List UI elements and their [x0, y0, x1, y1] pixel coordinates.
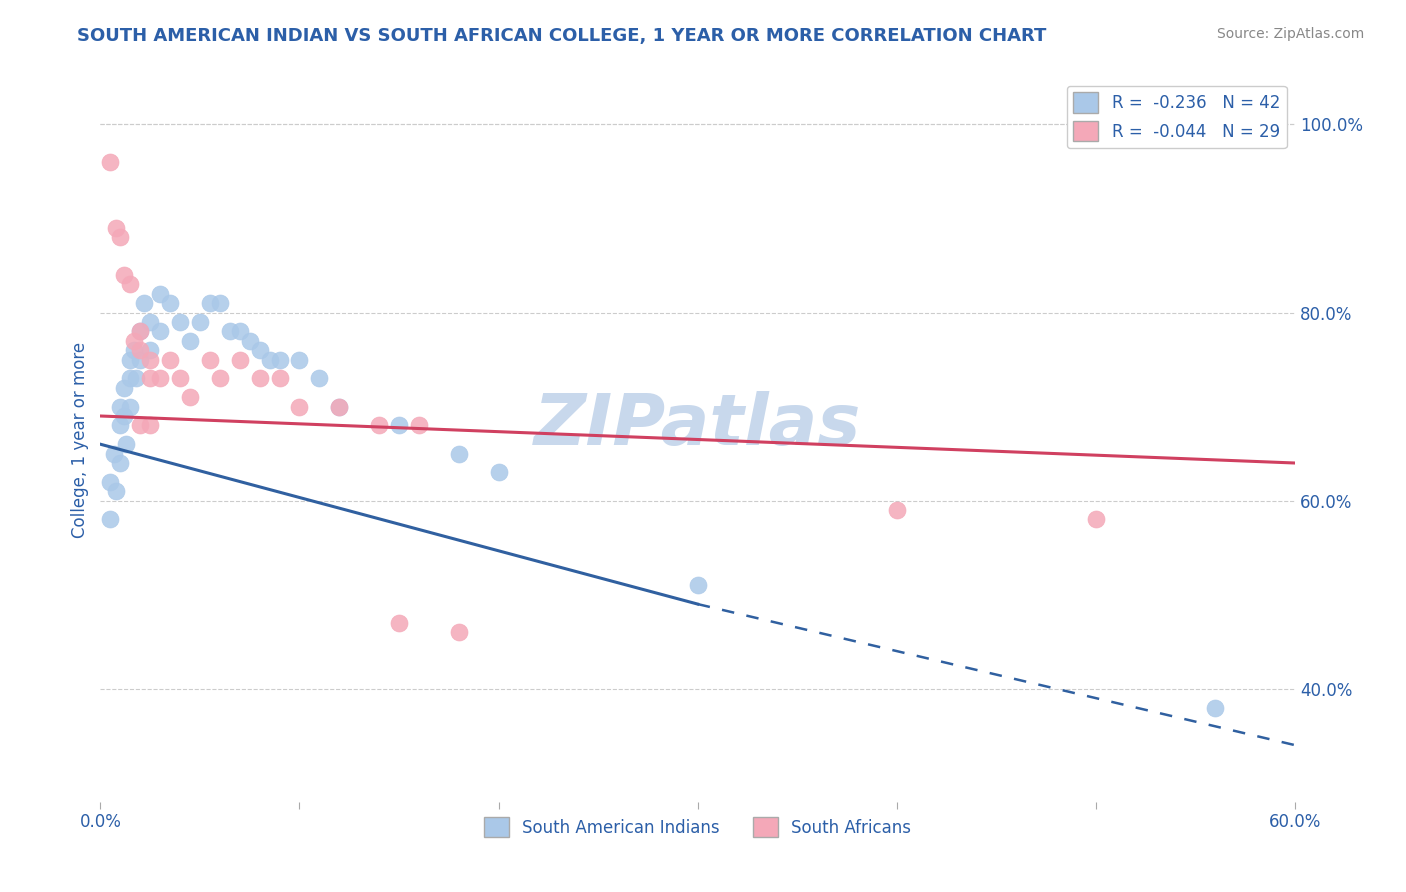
Point — [447, 447, 470, 461]
Point — [112, 409, 135, 423]
Point — [488, 466, 510, 480]
Text: SOUTH AMERICAN INDIAN VS SOUTH AFRICAN COLLEGE, 1 YEAR OR MORE CORRELATION CHART: SOUTH AMERICAN INDIAN VS SOUTH AFRICAN C… — [77, 27, 1046, 45]
Point — [115, 437, 138, 451]
Point — [139, 418, 162, 433]
Point — [328, 400, 350, 414]
Point — [229, 324, 252, 338]
Point — [134, 296, 156, 310]
Point — [179, 390, 201, 404]
Point — [198, 296, 221, 310]
Point — [288, 352, 311, 367]
Y-axis label: College, 1 year or more: College, 1 year or more — [72, 342, 89, 538]
Point — [122, 334, 145, 348]
Point — [149, 324, 172, 338]
Point — [368, 418, 391, 433]
Point — [229, 352, 252, 367]
Point — [408, 418, 430, 433]
Point — [239, 334, 262, 348]
Point — [98, 155, 121, 169]
Point — [388, 615, 411, 630]
Point — [249, 371, 271, 385]
Point — [328, 400, 350, 414]
Point — [129, 343, 152, 358]
Point — [139, 352, 162, 367]
Point — [208, 296, 231, 310]
Point — [139, 315, 162, 329]
Point — [218, 324, 240, 338]
Point — [105, 221, 128, 235]
Point — [139, 343, 162, 358]
Point — [139, 371, 162, 385]
Point — [120, 352, 142, 367]
Point — [269, 371, 291, 385]
Point — [120, 400, 142, 414]
Point — [1084, 512, 1107, 526]
Point — [259, 352, 281, 367]
Text: ZIPatlas: ZIPatlas — [534, 391, 862, 459]
Point — [110, 400, 132, 414]
Point — [103, 447, 125, 461]
Point — [249, 343, 271, 358]
Text: Source: ZipAtlas.com: Source: ZipAtlas.com — [1216, 27, 1364, 41]
Point — [159, 296, 181, 310]
Point — [179, 334, 201, 348]
Point — [288, 400, 311, 414]
Point — [129, 324, 152, 338]
Point — [149, 286, 172, 301]
Point — [269, 352, 291, 367]
Point — [98, 475, 121, 489]
Point — [149, 371, 172, 385]
Point — [447, 625, 470, 640]
Point — [120, 371, 142, 385]
Point — [686, 578, 709, 592]
Point — [886, 503, 908, 517]
Point — [388, 418, 411, 433]
Point — [112, 381, 135, 395]
Point — [308, 371, 330, 385]
Point — [169, 371, 191, 385]
Point — [125, 371, 148, 385]
Point — [105, 484, 128, 499]
Point — [112, 268, 135, 282]
Point — [129, 352, 152, 367]
Point — [129, 418, 152, 433]
Point — [188, 315, 211, 329]
Point — [110, 230, 132, 244]
Point — [1204, 700, 1226, 714]
Point — [169, 315, 191, 329]
Point — [98, 512, 121, 526]
Point — [129, 324, 152, 338]
Point — [110, 456, 132, 470]
Point — [198, 352, 221, 367]
Legend: South American Indians, South Africans: South American Indians, South Africans — [477, 810, 918, 844]
Point — [159, 352, 181, 367]
Point — [110, 418, 132, 433]
Point — [208, 371, 231, 385]
Point — [122, 343, 145, 358]
Point — [120, 277, 142, 292]
